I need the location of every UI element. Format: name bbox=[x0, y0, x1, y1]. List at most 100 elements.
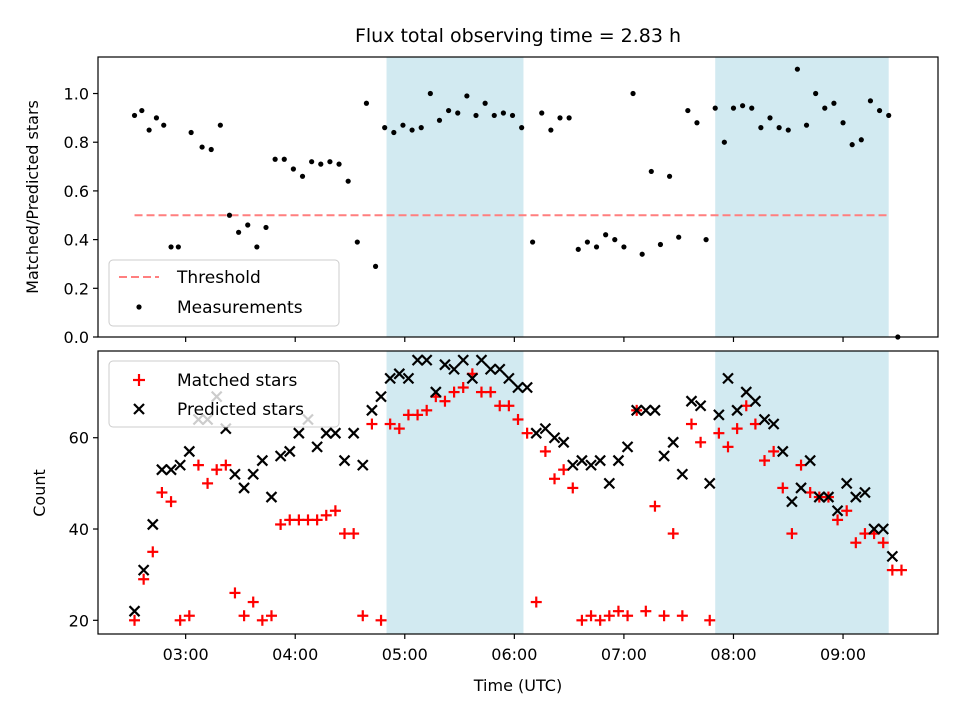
predicted-star-marker bbox=[804, 454, 816, 467]
matched-star-marker bbox=[649, 500, 661, 512]
predicted-star-marker bbox=[274, 450, 287, 462]
x-tick-label: 06:00 bbox=[491, 645, 537, 664]
measurement-point bbox=[290, 166, 296, 172]
predicted-star-marker bbox=[420, 354, 433, 366]
matched-star-marker bbox=[256, 614, 268, 626]
predicted-star-marker bbox=[548, 431, 561, 444]
matched-star-marker bbox=[412, 409, 424, 421]
predicted-star-marker bbox=[484, 363, 497, 376]
matched-star-marker bbox=[658, 610, 670, 622]
predicted-star-marker bbox=[147, 518, 159, 531]
measurement-point bbox=[858, 137, 864, 143]
shaded-span-1 bbox=[715, 57, 889, 337]
legend-matched-label: Matched stars bbox=[177, 371, 297, 391]
predicted-star-marker bbox=[576, 454, 588, 467]
measurement-point bbox=[767, 115, 773, 121]
predicted-star-marker bbox=[430, 386, 442, 398]
measurement-point bbox=[519, 125, 525, 131]
x-tick-label: 08:00 bbox=[710, 645, 756, 664]
measurement-point bbox=[208, 146, 214, 153]
matched-star-marker bbox=[311, 514, 323, 526]
matched-star-marker bbox=[384, 418, 396, 430]
measurement-point bbox=[785, 127, 791, 133]
predicted-star-marker bbox=[457, 354, 469, 366]
measurement-point bbox=[575, 246, 581, 252]
matched-star-marker bbox=[320, 509, 332, 521]
measurement-point bbox=[336, 161, 342, 167]
predicted-star-marker bbox=[877, 523, 889, 535]
measurement-point bbox=[703, 237, 709, 243]
predicted-star-marker bbox=[822, 491, 835, 503]
matched-star-marker bbox=[795, 459, 807, 471]
matched-star-marker bbox=[183, 610, 195, 622]
measurement-point bbox=[840, 120, 846, 126]
predicted-star-marker bbox=[156, 463, 168, 476]
predicted-star-marker bbox=[137, 564, 150, 576]
predicted-star-marker bbox=[612, 454, 625, 467]
top-x-ticks bbox=[185, 337, 844, 342]
matched-star-marker bbox=[786, 528, 798, 540]
matched-star-marker bbox=[439, 395, 451, 407]
predicted-star-marker bbox=[256, 454, 269, 467]
y-tick-label: 0.0 bbox=[64, 328, 89, 347]
measurement-point bbox=[886, 112, 892, 119]
predicted-star-marker bbox=[357, 459, 369, 471]
measurement-point bbox=[721, 139, 727, 145]
measurement-point bbox=[730, 105, 737, 111]
measurement-point bbox=[530, 239, 536, 245]
predicted-star-marker bbox=[722, 372, 734, 385]
measurement-point bbox=[236, 229, 242, 235]
top-plot-frame bbox=[97, 56, 939, 338]
measurement-point bbox=[318, 161, 324, 167]
chart-title: Flux total observing time = 2.83 h bbox=[355, 25, 681, 47]
matched-star-marker bbox=[521, 427, 533, 439]
matched-star-marker bbox=[329, 505, 341, 517]
measurement-point bbox=[776, 125, 782, 131]
legend-matched-swatch bbox=[133, 374, 145, 386]
measurement-point bbox=[446, 107, 452, 114]
matched-star-marker bbox=[749, 418, 761, 430]
measurement-point bbox=[831, 100, 837, 106]
matched-star-marker bbox=[357, 610, 369, 622]
predicted-star-marker bbox=[777, 445, 789, 458]
measurement-point bbox=[676, 234, 682, 240]
predicted-star-marker bbox=[840, 477, 853, 490]
matched-star-marker bbox=[147, 546, 159, 558]
measurement-point bbox=[146, 127, 152, 133]
measurement-point bbox=[876, 107, 883, 114]
predicted-star-marker bbox=[594, 454, 606, 467]
matched-star-marker bbox=[877, 537, 889, 549]
predicted-star-marker bbox=[786, 495, 798, 508]
measurement-point bbox=[657, 241, 664, 248]
matched-star-marker bbox=[685, 418, 697, 430]
x-tick-label: 07:00 bbox=[601, 645, 647, 664]
predicted-star-marker bbox=[229, 468, 241, 481]
matched-star-marker bbox=[549, 473, 561, 485]
matched-star-marker bbox=[211, 464, 223, 476]
shaded-span-0 bbox=[386, 57, 524, 337]
predicted-star-marker bbox=[667, 436, 679, 449]
matched-star-marker bbox=[759, 455, 771, 467]
predicted-star-marker bbox=[265, 491, 278, 503]
measurement-point bbox=[153, 115, 160, 121]
predicted-star-marker bbox=[749, 395, 762, 407]
measurement-point bbox=[612, 237, 618, 243]
matched-star-marker bbox=[695, 436, 707, 448]
matched-star-marker bbox=[576, 614, 588, 626]
x-tick-label: 03:00 bbox=[163, 645, 209, 664]
measurement-point bbox=[584, 239, 590, 245]
legend-threshold-label: Threshold bbox=[176, 268, 261, 288]
measurement-point bbox=[548, 127, 554, 133]
measurement-point bbox=[382, 125, 388, 131]
predicted-star-marker bbox=[338, 454, 351, 467]
predicted-star-marker bbox=[439, 358, 451, 371]
predicted-star-marker bbox=[557, 436, 570, 449]
matched-star-marker bbox=[832, 514, 844, 526]
measurement-point bbox=[603, 232, 609, 238]
x-tick-label: 05:00 bbox=[382, 645, 428, 664]
measurement-point bbox=[849, 142, 855, 148]
matched-star-marker bbox=[220, 459, 232, 471]
measurement-point bbox=[131, 112, 138, 119]
predicted-star-marker bbox=[886, 550, 899, 563]
predicted-star-marker bbox=[740, 386, 753, 398]
